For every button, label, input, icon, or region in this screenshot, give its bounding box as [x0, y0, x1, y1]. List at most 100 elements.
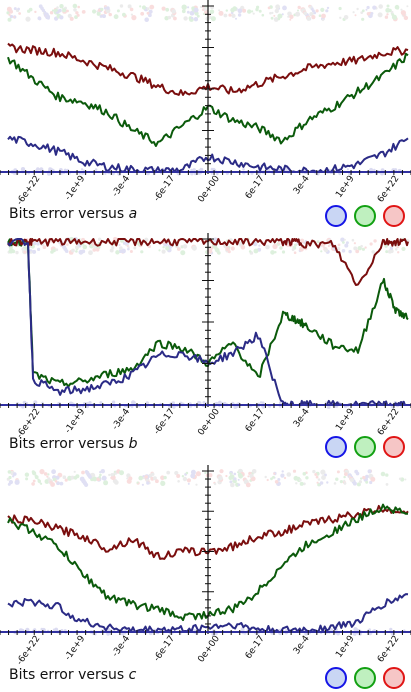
noise-dot [70, 475, 75, 480]
noise-dot [300, 247, 304, 251]
noise-dot [343, 482, 347, 485]
noise-dot [109, 13, 112, 16]
noise-dot [54, 16, 59, 21]
toggle-blue-series[interactable] [325, 667, 347, 689]
noise-dot [277, 478, 281, 481]
x-tick-label: -1e+9 [63, 174, 87, 203]
noise-dot [305, 476, 309, 480]
noise-dot [80, 477, 85, 482]
noise-dot [15, 250, 19, 255]
noise-dot [297, 476, 301, 480]
toggle-red-series[interactable] [383, 205, 405, 227]
noise-dot [249, 479, 253, 482]
noise-dot [273, 14, 276, 17]
toggle-blue-series[interactable] [325, 436, 347, 458]
noise-dot [339, 480, 343, 484]
noise-dot [82, 480, 88, 486]
noise-dot [320, 7, 325, 12]
noise-dot [349, 478, 354, 482]
noise-dot [47, 16, 50, 20]
noise-dot [306, 15, 311, 19]
noise-dot [97, 237, 102, 241]
noise-dot [96, 10, 99, 13]
chart-panel-b: -6e+22 -1e+9 -3e-4 -6e-17 0e+00 6e-17 3e-4 1e+9… [0, 233, 411, 465]
noise-dot [80, 168, 84, 171]
noise-dot [239, 471, 245, 477]
noise-dot [32, 241, 37, 246]
noise-dot [96, 476, 102, 482]
noise-dot [273, 471, 277, 476]
noise-dot [345, 241, 349, 245]
noise-dot [400, 8, 403, 11]
toggle-green-series[interactable] [354, 205, 376, 227]
noise-dot [130, 13, 133, 16]
noise-dot [342, 241, 345, 244]
noise-dot [217, 474, 223, 480]
x-tick-label: -3e-4 [111, 407, 133, 432]
noise-dot [176, 247, 181, 251]
caption-variable: b [128, 436, 138, 452]
noise-dot [75, 245, 79, 248]
noise-dot [112, 478, 118, 484]
noise-dot [43, 472, 48, 476]
noise-dot [74, 15, 78, 19]
series-toggles-b [325, 436, 405, 458]
noise-dot [62, 8, 67, 13]
noise-dot [228, 475, 233, 480]
noise-dot [325, 249, 330, 254]
noise-dot [225, 247, 229, 251]
toggle-green-series[interactable] [354, 667, 376, 689]
noise-dot [335, 477, 339, 481]
x-tick-label: -3e-4 [111, 634, 133, 659]
toggle-green-series[interactable] [354, 436, 376, 458]
noise-dot [274, 480, 279, 484]
noise-dot [45, 14, 49, 18]
noise-dot [385, 473, 389, 477]
noise-dot [394, 4, 400, 10]
noise-dot [251, 469, 257, 474]
noise-dot [48, 167, 51, 171]
x-tick-label: -6e-17 [152, 407, 177, 437]
noise-dot [17, 7, 20, 11]
noise-dot [119, 470, 124, 476]
noise-dot [406, 5, 409, 8]
noise-dot [311, 9, 315, 13]
noise-dot [118, 249, 123, 253]
noise-dot [58, 8, 62, 13]
noise-dot [298, 249, 302, 253]
noise-dot [338, 172, 342, 176]
noise-dot [255, 7, 259, 12]
noise-dot [210, 167, 214, 171]
noise-dot [148, 9, 153, 14]
noise-dot [186, 10, 190, 14]
noise-dot [181, 4, 187, 10]
noise-dot [94, 168, 98, 171]
noise-dot [54, 627, 59, 632]
noise-dot [47, 477, 51, 481]
noise-dot [72, 3, 78, 9]
noise-dot [75, 11, 79, 15]
noise-dot [34, 474, 38, 478]
noise-dot [322, 245, 325, 248]
noise-dot [200, 167, 204, 172]
noise-dot [277, 13, 283, 19]
toggle-red-series[interactable] [383, 436, 405, 458]
noise-dot [312, 469, 316, 474]
toggle-blue-series[interactable] [325, 205, 347, 227]
noise-dot [386, 13, 389, 16]
noise-dot [261, 13, 265, 17]
noise-dot [393, 17, 397, 20]
noise-dot [181, 245, 184, 249]
x-tick-label: -1e+9 [63, 634, 87, 663]
noise-dot [110, 475, 116, 481]
noise-dot [7, 470, 12, 474]
noise-dot [110, 476, 113, 479]
noise-dot [228, 13, 232, 17]
caption-variable: c [128, 667, 137, 683]
noise-dot [237, 483, 241, 487]
noise-dot [375, 7, 378, 10]
noise-dot [13, 7, 17, 11]
noise-dot [318, 14, 322, 17]
toggle-red-series[interactable] [383, 667, 405, 689]
noise-dot [389, 627, 393, 631]
